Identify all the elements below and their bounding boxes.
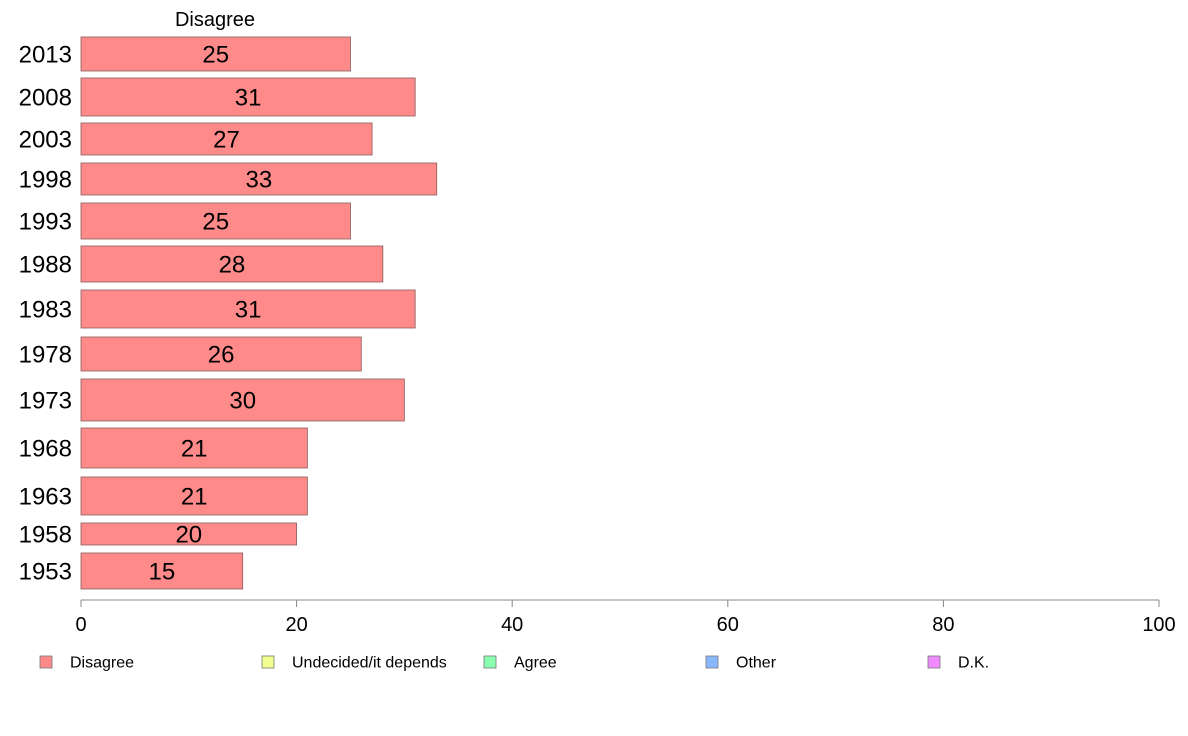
category-label-1953: 1953 [19,559,72,586]
bar-value-label-1963: 21 [181,484,208,511]
legend-swatch-0 [39,655,53,669]
bar-value-label-1998: 33 [246,167,273,194]
series-title: Disagree [175,9,255,31]
category-label-1963: 1963 [19,484,72,511]
category-label-1988: 1988 [19,252,72,279]
legend-label-0: Disagree [70,655,134,672]
bar-value-label-1993: 25 [202,209,229,236]
x-tick-label-80: 80 [932,614,954,636]
bar-1988 [80,245,384,283]
category-label-1968: 1968 [19,436,72,463]
bar-1963 [80,476,308,516]
category-label-2003: 2003 [19,127,72,154]
x-tick-label-20: 20 [285,614,307,636]
bar-1958 [80,522,298,546]
bar-value-label-1978: 26 [208,342,235,369]
bar-2013 [80,36,351,72]
bar-1978 [80,336,362,372]
legend: Disagree Undecided/it depends Agree Other D.… [39,655,989,672]
bar-value-label-2003: 27 [213,127,240,154]
category-label-1998: 1998 [19,167,72,194]
legend-swatch-2 [483,655,497,669]
bar-value-label-1953: 15 [148,559,175,586]
bar-1973 [80,378,405,422]
bar-value-label-1983: 31 [235,297,262,324]
category-label-2008: 2008 [19,85,72,112]
legend-label-2: Agree [514,655,557,672]
category-label-1958: 1958 [19,522,72,549]
bar-1968 [80,427,308,469]
bar-value-label-1973: 30 [229,388,256,415]
legend-label-1: Undecided/it depends [292,655,447,672]
bar-1998 [80,162,438,196]
x-tick-label-0: 0 [75,614,86,636]
bar-value-label-1988: 28 [219,252,246,279]
bar-value-label-1968: 21 [181,436,208,463]
bar-1993 [80,202,351,240]
legend-label-4: D.K. [958,655,989,672]
x-tick-label-40: 40 [501,614,523,636]
x-tick-label-100: 100 [1142,614,1175,636]
legend-swatch-1 [261,655,275,669]
bar-1953 [80,552,244,590]
category-label-1983: 1983 [19,297,72,324]
bar-value-label-2008: 31 [235,85,262,112]
category-label-1973: 1973 [19,388,72,415]
category-label-1978: 1978 [19,342,72,369]
category-label-2013: 2013 [19,42,72,69]
bar-1983 [80,289,416,329]
legend-label-3: Other [736,655,777,672]
legend-swatch-4 [927,655,941,669]
bar-value-label-2013: 25 [202,42,229,69]
bar-2008 [80,77,416,117]
x-tick-label-60: 60 [717,614,739,636]
legend-swatch-3 [705,655,719,669]
x-axis: 0 20 40 60 80 100 [75,599,1176,636]
bar-value-label-1958: 20 [175,522,202,549]
bar-2003 [80,122,373,156]
category-labels: 2013 2008 2003 1998 1993 1988 1983 1978 1973 1968… [19,42,72,586]
category-label-1993: 1993 [19,209,72,236]
